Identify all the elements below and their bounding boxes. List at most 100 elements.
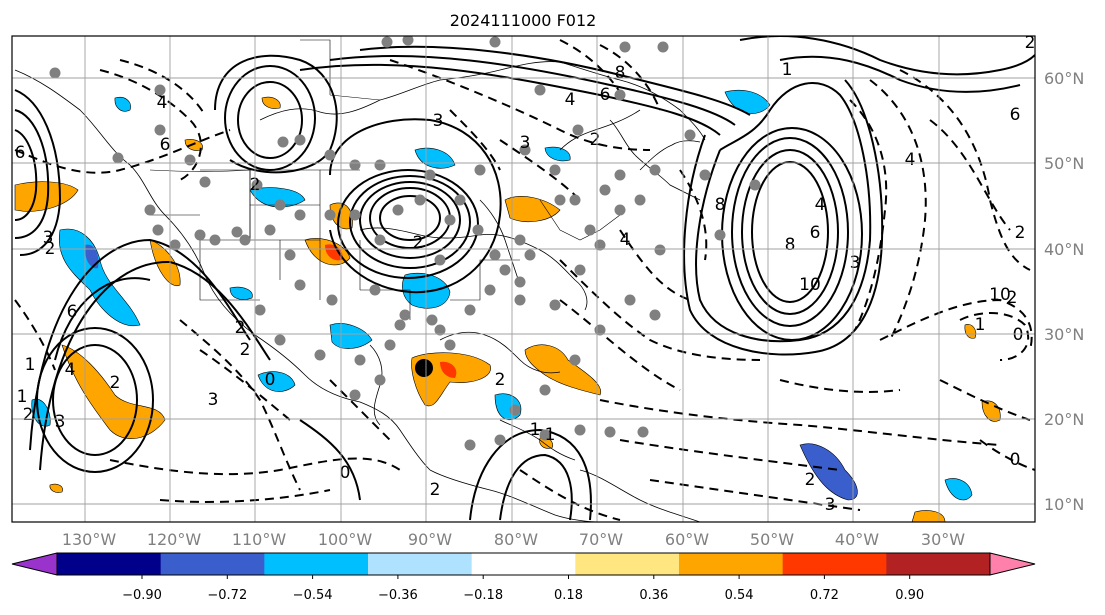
contour-label: 6 <box>67 302 78 322</box>
station-dot <box>509 404 521 416</box>
contour-label: 4 <box>65 360 76 380</box>
station-dot <box>584 224 596 236</box>
station-dot <box>699 169 711 181</box>
contour-label: 3 <box>43 228 54 248</box>
station-dot <box>374 374 386 386</box>
contour-label: 2 <box>1007 288 1018 308</box>
station-dot <box>154 124 166 136</box>
station-dot <box>464 304 476 316</box>
contour-label: 0 <box>340 463 351 483</box>
station-dot <box>634 194 646 206</box>
contour-label: 1 <box>17 387 28 407</box>
contour-label: 2 <box>1015 223 1026 243</box>
station-dot <box>392 204 404 216</box>
station-dot <box>326 294 338 306</box>
map-title: 2024111000 F012 <box>450 11 597 30</box>
contour-label: 3 <box>825 495 836 515</box>
station-dot <box>569 354 581 366</box>
lat-lon-gridlines <box>12 36 1035 522</box>
station-dot <box>624 294 636 306</box>
lon-label: 60°W <box>665 530 709 549</box>
lon-label: 90°W <box>408 530 452 549</box>
station-dot <box>169 239 181 251</box>
contour-label: 6 <box>600 85 611 105</box>
station-dot <box>277 136 289 148</box>
station-dot <box>294 134 306 146</box>
station-dot <box>654 244 666 256</box>
lon-label: 30°W <box>921 530 965 549</box>
station-dot <box>474 164 486 176</box>
station-dot <box>637 426 649 438</box>
contour-label: 4 <box>815 195 826 215</box>
station-dot <box>381 36 393 48</box>
station-dot <box>384 339 396 351</box>
contour-label: 0 <box>1010 450 1021 470</box>
colorbar-tick-label: 0.90 <box>895 588 924 603</box>
station-dot <box>209 234 221 246</box>
station-dot <box>374 234 386 246</box>
colorbar: −0.90 −0.72 −0.54 −0.36 −0.18 0.18 0.36 0.54 0.7… <box>11 552 1036 603</box>
station-dot <box>199 176 211 188</box>
map-frame <box>11 35 1036 523</box>
station-dot <box>472 224 484 236</box>
colorbar-tick-label: −0.54 <box>293 588 333 603</box>
colorbar-over-arrow <box>989 552 1036 576</box>
contour-label: 2 <box>110 373 121 393</box>
station-dot <box>649 309 661 321</box>
contour-label: 0 <box>1013 325 1024 345</box>
colorbar-bin <box>575 553 680 575</box>
lat-label: 30°N <box>1044 325 1084 344</box>
contour-label: 6 <box>810 223 821 243</box>
colorbar-tick-label: 0.18 <box>554 588 583 603</box>
station-dot <box>414 194 426 206</box>
station-dot <box>489 36 501 48</box>
station-dot <box>369 284 381 296</box>
station-dot <box>426 314 438 326</box>
colorbar-bin <box>782 553 887 575</box>
station-dot <box>354 354 366 366</box>
station-dot <box>569 194 581 206</box>
station-dot <box>524 249 536 261</box>
station-dot <box>572 124 584 136</box>
station-dot <box>264 224 276 236</box>
station-dot <box>349 159 361 171</box>
contour-label: 6 <box>160 135 171 155</box>
coastlines <box>14 39 706 522</box>
station-dot <box>519 144 531 156</box>
contour-label: 3 <box>208 390 219 410</box>
contour-label: 1 <box>975 315 986 335</box>
station-dot <box>374 159 386 171</box>
station-dots <box>49 36 761 451</box>
lat-label: 20°N <box>1044 410 1084 429</box>
colorbar-bin <box>368 553 473 575</box>
contour-label: 8 <box>785 235 796 255</box>
station-dot <box>489 249 501 261</box>
contour-label: 1 <box>25 355 36 375</box>
longitude-labels: 130°W 120°W 110°W 100°W 90°W 80°W 70°W 60°W 50°W… <box>62 530 965 549</box>
contour-label: 1 <box>545 425 556 445</box>
colorbar-tick-label: 0.36 <box>639 588 668 603</box>
station-dot <box>599 184 611 196</box>
colorbar-tick-label: 0.54 <box>725 588 754 603</box>
station-dot <box>684 129 696 141</box>
station-dot <box>274 199 286 211</box>
contour-label: 3 <box>55 412 66 432</box>
station-dot <box>614 89 626 101</box>
station-dot <box>514 234 526 246</box>
station-dot <box>604 426 616 438</box>
station-dot <box>514 294 526 306</box>
contour-label: 2 <box>1025 33 1036 53</box>
colorbar-under-arrow <box>11 552 58 576</box>
lat-label: 10°N <box>1044 495 1084 514</box>
lon-label: 40°W <box>835 530 879 549</box>
contour-label: 3 <box>850 253 861 273</box>
storm-center-marker <box>415 359 433 377</box>
station-dot <box>514 276 526 288</box>
station-dot <box>539 429 551 441</box>
contour-label: 8 <box>615 63 626 83</box>
colorbar-bin <box>57 553 162 575</box>
station-dot <box>499 264 511 276</box>
contour-label: 2 <box>805 470 816 490</box>
